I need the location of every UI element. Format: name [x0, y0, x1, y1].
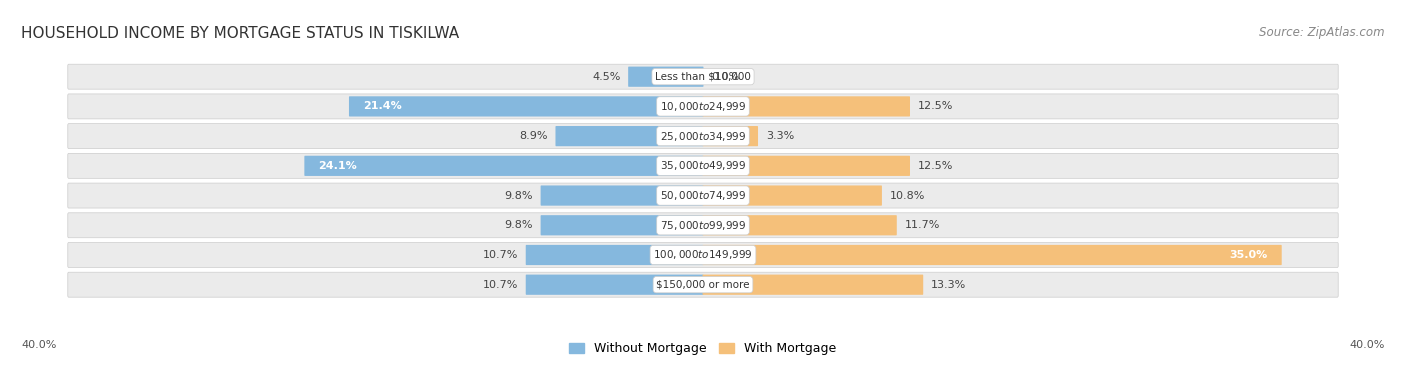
FancyBboxPatch shape: [67, 213, 1339, 238]
Text: 4.5%: 4.5%: [592, 72, 620, 82]
Text: 10.7%: 10.7%: [482, 280, 517, 290]
FancyBboxPatch shape: [628, 67, 703, 87]
FancyBboxPatch shape: [67, 124, 1339, 149]
Text: 12.5%: 12.5%: [918, 161, 953, 171]
FancyBboxPatch shape: [540, 215, 703, 235]
Text: 8.9%: 8.9%: [519, 131, 548, 141]
FancyBboxPatch shape: [555, 126, 703, 146]
FancyBboxPatch shape: [703, 126, 758, 146]
FancyBboxPatch shape: [67, 183, 1339, 208]
FancyBboxPatch shape: [67, 153, 1339, 178]
Text: 3.3%: 3.3%: [766, 131, 794, 141]
FancyBboxPatch shape: [67, 272, 1339, 297]
Text: Less than $10,000: Less than $10,000: [655, 72, 751, 82]
FancyBboxPatch shape: [703, 215, 897, 235]
Text: 9.8%: 9.8%: [505, 191, 533, 201]
Text: 0.0%: 0.0%: [711, 72, 740, 82]
Text: 40.0%: 40.0%: [21, 340, 56, 350]
Text: HOUSEHOLD INCOME BY MORTGAGE STATUS IN TISKILWA: HOUSEHOLD INCOME BY MORTGAGE STATUS IN T…: [21, 26, 460, 42]
Text: $100,000 to $149,999: $100,000 to $149,999: [654, 248, 752, 262]
Text: $35,000 to $49,999: $35,000 to $49,999: [659, 160, 747, 172]
Text: 21.4%: 21.4%: [363, 101, 402, 112]
FancyBboxPatch shape: [540, 186, 703, 206]
Text: $75,000 to $99,999: $75,000 to $99,999: [659, 219, 747, 232]
Text: Source: ZipAtlas.com: Source: ZipAtlas.com: [1260, 26, 1385, 39]
FancyBboxPatch shape: [703, 245, 1282, 265]
Text: $25,000 to $34,999: $25,000 to $34,999: [659, 130, 747, 143]
Text: 10.8%: 10.8%: [890, 191, 925, 201]
Text: 11.7%: 11.7%: [904, 220, 941, 230]
FancyBboxPatch shape: [526, 274, 703, 295]
FancyBboxPatch shape: [526, 245, 703, 265]
Text: $50,000 to $74,999: $50,000 to $74,999: [659, 189, 747, 202]
FancyBboxPatch shape: [703, 274, 924, 295]
FancyBboxPatch shape: [703, 156, 910, 176]
FancyBboxPatch shape: [304, 156, 703, 176]
Text: 10.7%: 10.7%: [482, 250, 517, 260]
FancyBboxPatch shape: [67, 64, 1339, 89]
Text: 13.3%: 13.3%: [931, 280, 966, 290]
Text: 35.0%: 35.0%: [1230, 250, 1268, 260]
FancyBboxPatch shape: [67, 94, 1339, 119]
Text: 9.8%: 9.8%: [505, 220, 533, 230]
Legend: Without Mortgage, With Mortgage: Without Mortgage, With Mortgage: [564, 337, 842, 360]
FancyBboxPatch shape: [349, 96, 703, 116]
Text: $150,000 or more: $150,000 or more: [657, 280, 749, 290]
Text: 24.1%: 24.1%: [318, 161, 357, 171]
Text: $10,000 to $24,999: $10,000 to $24,999: [659, 100, 747, 113]
FancyBboxPatch shape: [703, 96, 910, 116]
Text: 12.5%: 12.5%: [918, 101, 953, 112]
FancyBboxPatch shape: [703, 186, 882, 206]
Text: 40.0%: 40.0%: [1350, 340, 1385, 350]
FancyBboxPatch shape: [67, 243, 1339, 268]
